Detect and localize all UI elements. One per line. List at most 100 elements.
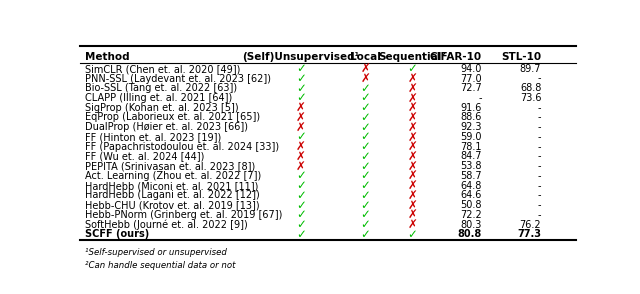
Text: ✓: ✓ [360, 111, 370, 124]
Text: ✗: ✗ [360, 62, 370, 75]
Text: Method: Method [85, 52, 129, 62]
Text: -: - [478, 93, 482, 103]
Text: 76.2: 76.2 [520, 220, 541, 230]
Text: -: - [538, 122, 541, 132]
Text: ✗: ✗ [408, 150, 417, 163]
Text: Local: Local [350, 52, 381, 62]
Text: SigProp (Kohan et. al. 2023 [5]): SigProp (Kohan et. al. 2023 [5]) [85, 103, 239, 113]
Text: ✗: ✗ [408, 140, 417, 153]
Text: 77.0: 77.0 [460, 74, 482, 83]
Text: ✓: ✓ [360, 91, 370, 104]
Text: 72.7: 72.7 [460, 83, 482, 93]
Text: 68.8: 68.8 [520, 83, 541, 93]
Text: ✗: ✗ [408, 189, 417, 202]
Text: -: - [538, 161, 541, 171]
Text: FF (Hinton et. al. 2023 [19]): FF (Hinton et. al. 2023 [19]) [85, 132, 221, 142]
Text: 89.7: 89.7 [520, 64, 541, 74]
Text: ¹Self-supervised or unsupervised: ¹Self-supervised or unsupervised [85, 248, 227, 257]
Text: ✗: ✗ [296, 160, 306, 173]
Text: -: - [538, 113, 541, 123]
Text: ✓: ✓ [296, 218, 306, 231]
Text: ✓: ✓ [296, 169, 306, 182]
Text: ✗: ✗ [408, 208, 417, 221]
Text: 64.8: 64.8 [460, 181, 482, 191]
Text: Act. Learning (Zhou et. al. 2022 [7]): Act. Learning (Zhou et. al. 2022 [7]) [85, 171, 261, 181]
Text: 80.8: 80.8 [458, 229, 482, 239]
Text: SoftHebb (Journé et. al. 2022 [9]): SoftHebb (Journé et. al. 2022 [9]) [85, 219, 248, 230]
Text: 78.1: 78.1 [460, 142, 482, 152]
Text: ✓: ✓ [296, 72, 306, 85]
Text: CIFAR-10: CIFAR-10 [429, 52, 482, 62]
Text: ✓: ✓ [296, 228, 306, 241]
Text: ✓: ✓ [296, 189, 306, 202]
Text: 72.2: 72.2 [460, 210, 482, 220]
Text: 94.0: 94.0 [460, 64, 482, 74]
Text: ✗: ✗ [408, 179, 417, 192]
Text: Hebb-PNorm (Grinberg et. al. 2019 [67]): Hebb-PNorm (Grinberg et. al. 2019 [67]) [85, 210, 282, 220]
Text: ✗: ✗ [296, 101, 306, 114]
Text: ✓: ✓ [360, 160, 370, 173]
Text: ✓: ✓ [360, 189, 370, 202]
Text: -: - [538, 132, 541, 142]
Text: -: - [538, 151, 541, 161]
Text: 84.7: 84.7 [460, 151, 482, 161]
Text: FF (Wu et. al. 2024 [44]): FF (Wu et. al. 2024 [44]) [85, 151, 204, 161]
Text: SimCLR (Chen et. al. 2020 [49]): SimCLR (Chen et. al. 2020 [49]) [85, 64, 241, 74]
Text: ✓: ✓ [408, 228, 417, 241]
Text: Bio-SSL (Tang et. al. 2022 [63]): Bio-SSL (Tang et. al. 2022 [63]) [85, 83, 237, 93]
Text: SCFF (ours): SCFF (ours) [85, 229, 149, 239]
Text: ✓: ✓ [360, 218, 370, 231]
Text: 88.6: 88.6 [460, 113, 482, 123]
Text: 59.0: 59.0 [460, 132, 482, 142]
Text: ✗: ✗ [408, 82, 417, 95]
Text: 64.6: 64.6 [460, 190, 482, 200]
Text: ✗: ✗ [408, 131, 417, 143]
Text: 80.3: 80.3 [460, 220, 482, 230]
Text: ✓: ✓ [360, 121, 370, 134]
Text: ✓: ✓ [360, 179, 370, 192]
Text: ✓: ✓ [360, 169, 370, 182]
Text: ✗: ✗ [296, 140, 306, 153]
Text: ✓: ✓ [360, 82, 370, 95]
Text: ✓: ✓ [296, 82, 306, 95]
Text: 77.3: 77.3 [517, 229, 541, 239]
Text: CLAPP (Illing et. al. 2021 [64]): CLAPP (Illing et. al. 2021 [64]) [85, 93, 232, 103]
Text: HardHebb (Lagani et. al. 2022 [12]): HardHebb (Lagani et. al. 2022 [12]) [85, 190, 260, 200]
Text: ✓: ✓ [296, 91, 306, 104]
Text: Hebb-CHU (Krotov et. al. 2019 [13]): Hebb-CHU (Krotov et. al. 2019 [13]) [85, 200, 260, 210]
Text: DualProp (Høier et. al. 2023 [66]): DualProp (Høier et. al. 2023 [66]) [85, 122, 248, 132]
Text: 50.8: 50.8 [460, 200, 482, 210]
Text: ✗: ✗ [296, 121, 306, 134]
Text: -: - [538, 103, 541, 113]
Text: Sequential²: Sequential² [378, 52, 446, 62]
Text: 91.6: 91.6 [460, 103, 482, 113]
Text: EqProp (Laborieux et. al. 2021 [65]): EqProp (Laborieux et. al. 2021 [65]) [85, 113, 260, 123]
Text: -: - [538, 181, 541, 191]
Text: ✗: ✗ [408, 198, 417, 212]
Text: HardHebb (Miconi et. al. 2021 [11]): HardHebb (Miconi et. al. 2021 [11]) [85, 181, 259, 191]
Text: 53.8: 53.8 [460, 161, 482, 171]
Text: ✗: ✗ [408, 169, 417, 182]
Text: ✗: ✗ [408, 91, 417, 104]
Text: ✓: ✓ [296, 131, 306, 143]
Text: ²Can handle sequential data or not: ²Can handle sequential data or not [85, 261, 236, 270]
Text: ✓: ✓ [296, 198, 306, 212]
Text: ✗: ✗ [408, 72, 417, 85]
Text: -: - [538, 171, 541, 181]
Text: STL-10: STL-10 [501, 52, 541, 62]
Text: ✓: ✓ [408, 62, 417, 75]
Text: -: - [538, 190, 541, 200]
Text: ✗: ✗ [408, 101, 417, 114]
Text: 92.3: 92.3 [460, 122, 482, 132]
Text: ✗: ✗ [408, 160, 417, 173]
Text: -: - [538, 200, 541, 210]
Text: -: - [538, 142, 541, 152]
Text: ✗: ✗ [408, 111, 417, 124]
Text: -: - [538, 210, 541, 220]
Text: ✓: ✓ [296, 179, 306, 192]
Text: PEPITA (Srinivasan et. al. 2023 [8]): PEPITA (Srinivasan et. al. 2023 [8]) [85, 161, 255, 171]
Text: ✓: ✓ [360, 140, 370, 153]
Text: ✗: ✗ [408, 121, 417, 134]
Text: ✓: ✓ [360, 131, 370, 143]
Text: 73.6: 73.6 [520, 93, 541, 103]
